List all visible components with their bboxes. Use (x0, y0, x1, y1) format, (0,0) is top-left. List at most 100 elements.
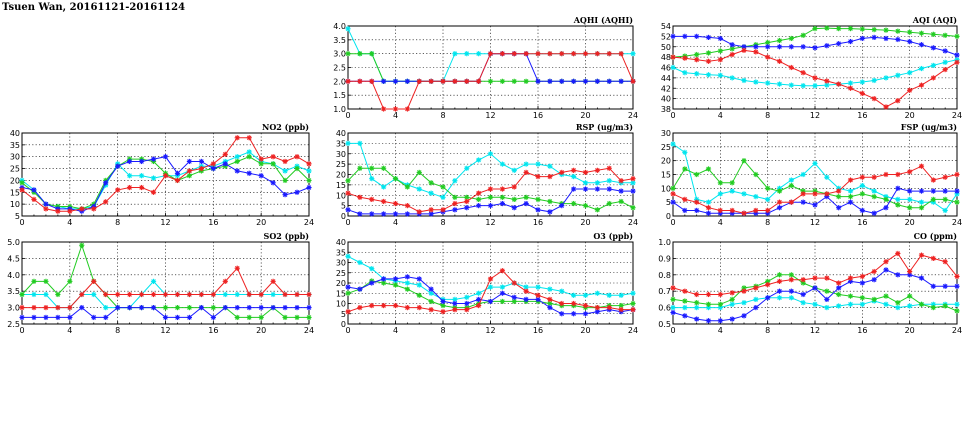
data-point (800, 291, 806, 298)
data-point (357, 51, 363, 57)
data-point (234, 305, 240, 311)
data-point (246, 135, 252, 141)
data-point (618, 307, 624, 313)
data-point (306, 291, 312, 298)
data-point (487, 194, 494, 200)
data-point (150, 305, 157, 311)
data-point (369, 280, 375, 286)
data-point (729, 316, 735, 322)
data-point (765, 295, 771, 301)
data-point (416, 292, 422, 298)
data-point (523, 288, 529, 294)
y-tick-label: 15 (661, 171, 671, 180)
data-point (357, 140, 363, 146)
data-point (930, 75, 936, 81)
y-tick-label: 30 (661, 129, 671, 138)
data-point (103, 314, 109, 321)
data-point (258, 156, 264, 162)
data-point (918, 82, 925, 88)
data-point (670, 191, 676, 197)
x-tick-label: 16 (857, 326, 867, 335)
data-point (416, 78, 422, 84)
data-point (942, 32, 948, 38)
data-point (381, 302, 387, 309)
data-point (452, 307, 458, 313)
data-point (186, 158, 193, 165)
data-point (630, 300, 636, 307)
x-tick-label: 0 (670, 326, 675, 335)
data-point (871, 34, 877, 41)
data-point (91, 278, 97, 284)
data-point (210, 314, 216, 321)
data-point (682, 298, 688, 304)
data-point (31, 291, 37, 298)
data-point (79, 291, 85, 298)
data-point (871, 27, 877, 33)
data-point (392, 106, 399, 112)
grid (22, 133, 309, 216)
data-point (776, 199, 783, 205)
data-point (847, 275, 854, 281)
y-tick-label: 20 (661, 157, 671, 166)
data-point (930, 45, 936, 51)
data-point (210, 291, 216, 298)
data-point (954, 283, 960, 289)
data-point (606, 178, 612, 184)
y-tick-label: 25 (661, 143, 671, 152)
y-tick-label: 4.0 (7, 271, 20, 280)
series-path (22, 267, 309, 309)
x-tick-label: 8 (440, 218, 445, 227)
data-point (741, 210, 747, 216)
data-point (717, 48, 723, 54)
data-point (150, 189, 157, 195)
data-point (836, 25, 842, 32)
data-point (91, 314, 97, 321)
data-point (547, 286, 553, 292)
data-point (729, 51, 735, 58)
data-point (883, 35, 889, 42)
data-point (487, 298, 494, 305)
data-point (582, 302, 589, 309)
data-point (930, 283, 936, 289)
data-point (487, 51, 494, 57)
data-point (836, 205, 842, 211)
data-point (594, 180, 600, 186)
data-point (705, 291, 712, 298)
data-point (847, 301, 854, 307)
data-point (31, 305, 37, 311)
data-point (511, 78, 517, 84)
panel-title: SO2 (ppb) (264, 231, 310, 241)
data-point (150, 278, 157, 284)
data-point (895, 98, 901, 104)
data-point (381, 165, 387, 171)
data-point (883, 196, 889, 202)
data-point (824, 275, 830, 281)
data-point (222, 161, 228, 167)
y-tick-label: 15 (336, 289, 346, 298)
data-point (428, 207, 434, 213)
y-tick-label: 30 (336, 150, 346, 159)
x-tick-label: 20 (256, 326, 266, 335)
data-point (630, 51, 636, 57)
data-point (270, 161, 276, 167)
data-point (234, 314, 240, 321)
x-tick-label: 0 (670, 218, 675, 227)
data-point (582, 78, 589, 84)
data-point (282, 314, 288, 321)
data-point (859, 79, 865, 85)
data-point (357, 305, 363, 311)
data-point (717, 72, 723, 78)
data-point (103, 180, 109, 186)
data-point (694, 71, 700, 77)
y-tick-label: 5 (666, 198, 671, 207)
data-point (392, 211, 399, 217)
data-point (788, 182, 794, 189)
data-point (847, 85, 854, 91)
data-point (345, 207, 351, 213)
y-tick-label: 1.0 (658, 238, 671, 247)
data-point (824, 296, 830, 302)
data-point (907, 268, 913, 275)
panel-title: FSP (ug/m3) (901, 122, 957, 132)
data-point (306, 314, 312, 321)
data-point (836, 285, 842, 291)
